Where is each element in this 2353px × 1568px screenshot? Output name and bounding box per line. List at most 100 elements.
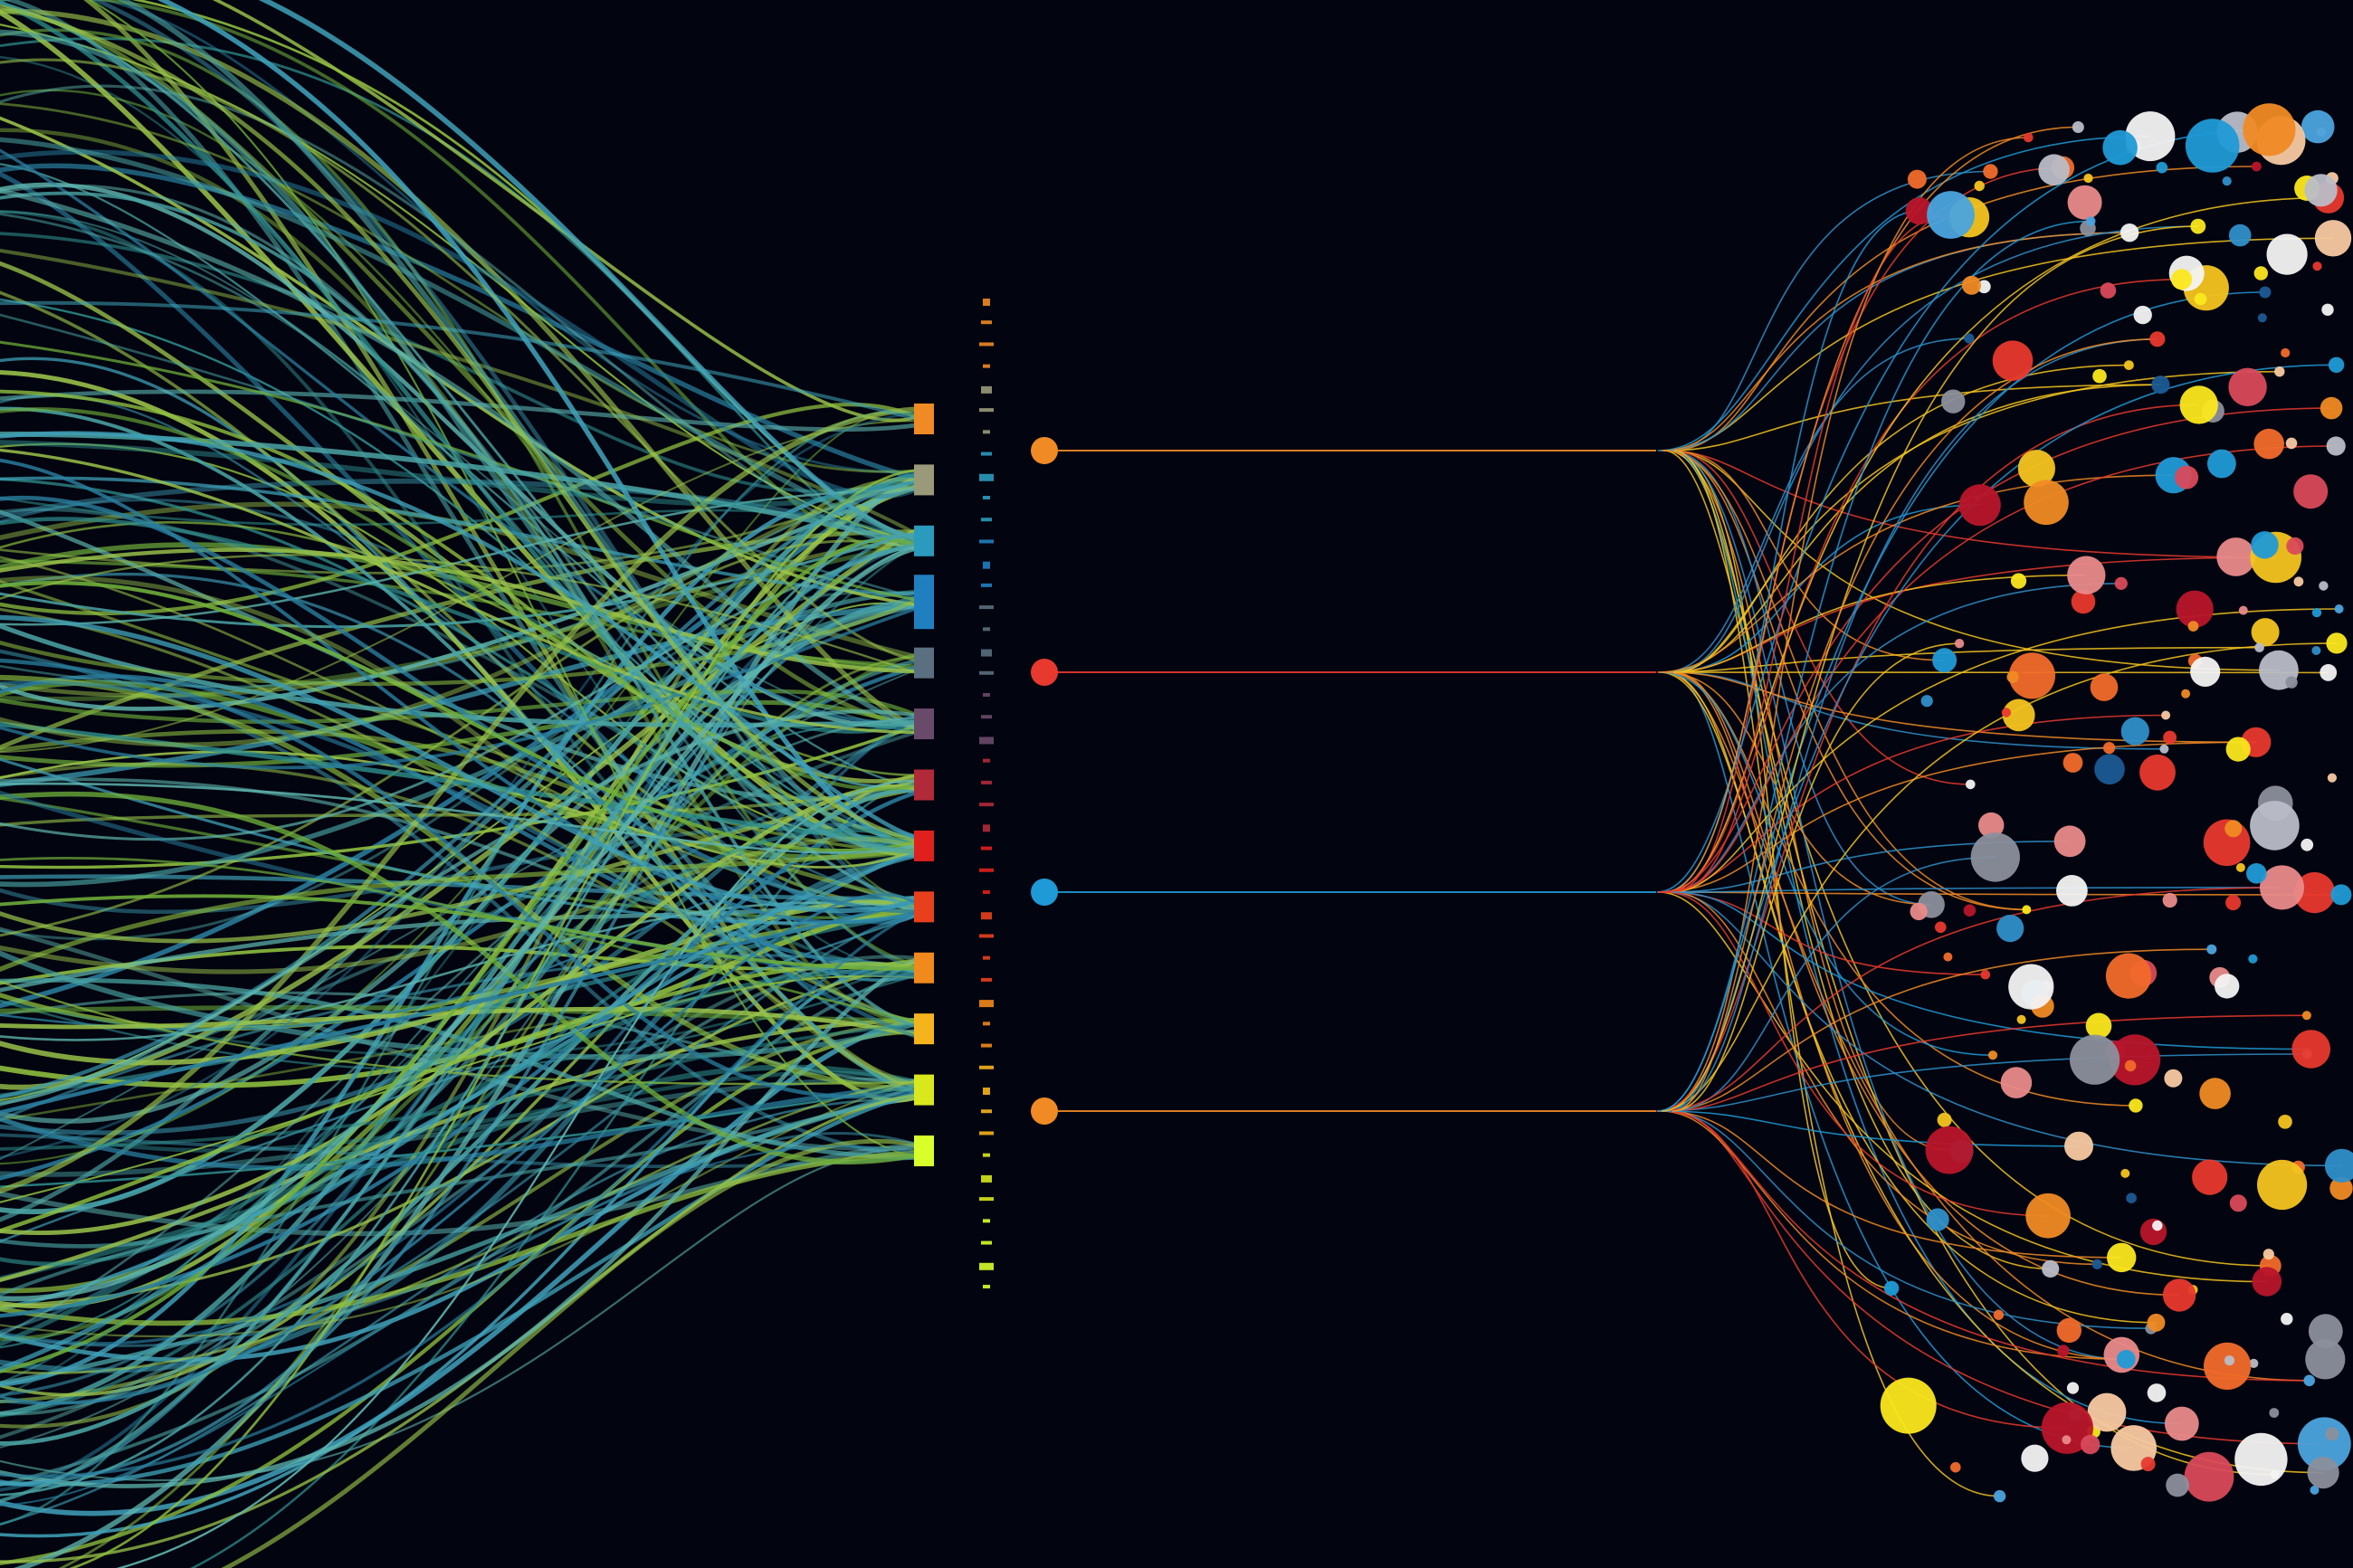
scatter-dot [2257, 313, 2267, 323]
tick-mark [983, 890, 990, 894]
tick-mark [979, 1197, 994, 1202]
node-lines [1044, 450, 1656, 1112]
tick-mark [981, 518, 992, 522]
tick-mark [981, 780, 992, 784]
fan-branch [1669, 450, 2127, 1361]
strand [0, 210, 917, 967]
scatter-dot [2114, 576, 2128, 591]
scatter-dot [2140, 1457, 2156, 1472]
scatter-dot [2251, 618, 2280, 647]
scatter-dot [2057, 1345, 2070, 1357]
tick-mark [981, 583, 992, 587]
connector-block [914, 891, 934, 923]
strand [0, 856, 917, 1022]
strand [0, 950, 918, 1060]
strand [0, 9, 917, 728]
tick-mark [981, 846, 992, 851]
strand [0, 261, 917, 784]
strand [0, 1083, 917, 1297]
fan-branch [1662, 450, 2027, 911]
strand [0, 846, 917, 973]
scatter-dot [1962, 275, 1981, 295]
scatter-dot [2086, 216, 2096, 226]
scatter-dot [2124, 1060, 2137, 1072]
fan-branch [1669, 170, 1991, 451]
strand [0, 496, 917, 545]
scatter-dot [2038, 154, 2070, 185]
scatter-dot [2017, 450, 2055, 488]
strand [0, 406, 917, 1194]
scatter-dot [2163, 730, 2177, 745]
tick-mark [979, 342, 994, 347]
tick-mark [983, 824, 990, 832]
scatter-dot [2327, 773, 2337, 783]
fan-branch [1656, 887, 2282, 1112]
scatter-dot [2329, 1176, 2353, 1201]
scatter-dot [2254, 642, 2264, 652]
connector-block [914, 575, 934, 630]
scatter-dots [1880, 103, 2353, 1503]
fan-branch [1665, 450, 2276, 558]
scatter-dot [2162, 892, 2177, 908]
tick-mark [983, 430, 990, 434]
strand [0, 911, 917, 1478]
node-point [1031, 437, 1058, 464]
tick-mark [979, 1000, 994, 1008]
connector-block [914, 404, 934, 434]
scatter-dot [2175, 465, 2199, 489]
connector-block [914, 769, 934, 801]
scatter-dot [1883, 1280, 1900, 1297]
scatter-dot [2328, 356, 2345, 373]
scatter-dot [2022, 905, 2032, 915]
scatter-dot [2129, 1098, 2143, 1113]
scatter-dot [2324, 1148, 2353, 1183]
tick-mark [979, 605, 994, 610]
fan-branch [1666, 891, 2342, 1167]
fan-branch [1673, 364, 2129, 673]
scatter-dot [1958, 484, 2001, 527]
strand [0, 898, 917, 1116]
scatter-dot [1978, 812, 2005, 839]
scatter-dot [2164, 1406, 2199, 1441]
scatter-dot [2159, 744, 2169, 754]
scatter-dot [2147, 1313, 2166, 1332]
strand [0, 420, 917, 754]
scatter-dot [1926, 1208, 1949, 1231]
scatter-dot [2285, 437, 2298, 450]
tick-mark [979, 473, 994, 481]
strand [0, 750, 917, 869]
connector-block [914, 464, 934, 496]
strand [0, 485, 917, 1387]
scatter-dot [1983, 164, 1998, 179]
scatter-dot [2152, 1220, 2163, 1231]
scatter-dot [1993, 1309, 2005, 1320]
scatter-dot [2311, 646, 2321, 655]
scatter-dot [2293, 576, 2304, 587]
tick-mark [983, 496, 990, 499]
scatter-dot [2120, 223, 2139, 242]
scatter-dot [2070, 1034, 2120, 1085]
scatter-dot [2151, 375, 2170, 394]
left-strand-bundle [0, 0, 918, 1568]
fan-branch [1666, 583, 2121, 893]
strand [0, 537, 917, 1373]
scatter-dot [2307, 1457, 2339, 1489]
scatter-dot [1905, 197, 1933, 225]
scatter-dot [2025, 1193, 2071, 1239]
strand [0, 791, 917, 1165]
strand [0, 958, 917, 1488]
tick-mark [981, 451, 992, 456]
scatter-dot [1910, 902, 1928, 921]
strand [0, 614, 917, 914]
tick-mark [983, 1088, 990, 1095]
strand [0, 893, 917, 1405]
strand [0, 545, 917, 1449]
strand [0, 84, 917, 552]
strand [0, 1086, 917, 1188]
strand [0, 58, 917, 662]
fan-out-branches [1656, 126, 2342, 1497]
connector-block [914, 830, 934, 861]
connector-block [914, 1136, 934, 1166]
fan-branch [1668, 671, 2134, 1449]
scatter-dot [2021, 1444, 2049, 1472]
